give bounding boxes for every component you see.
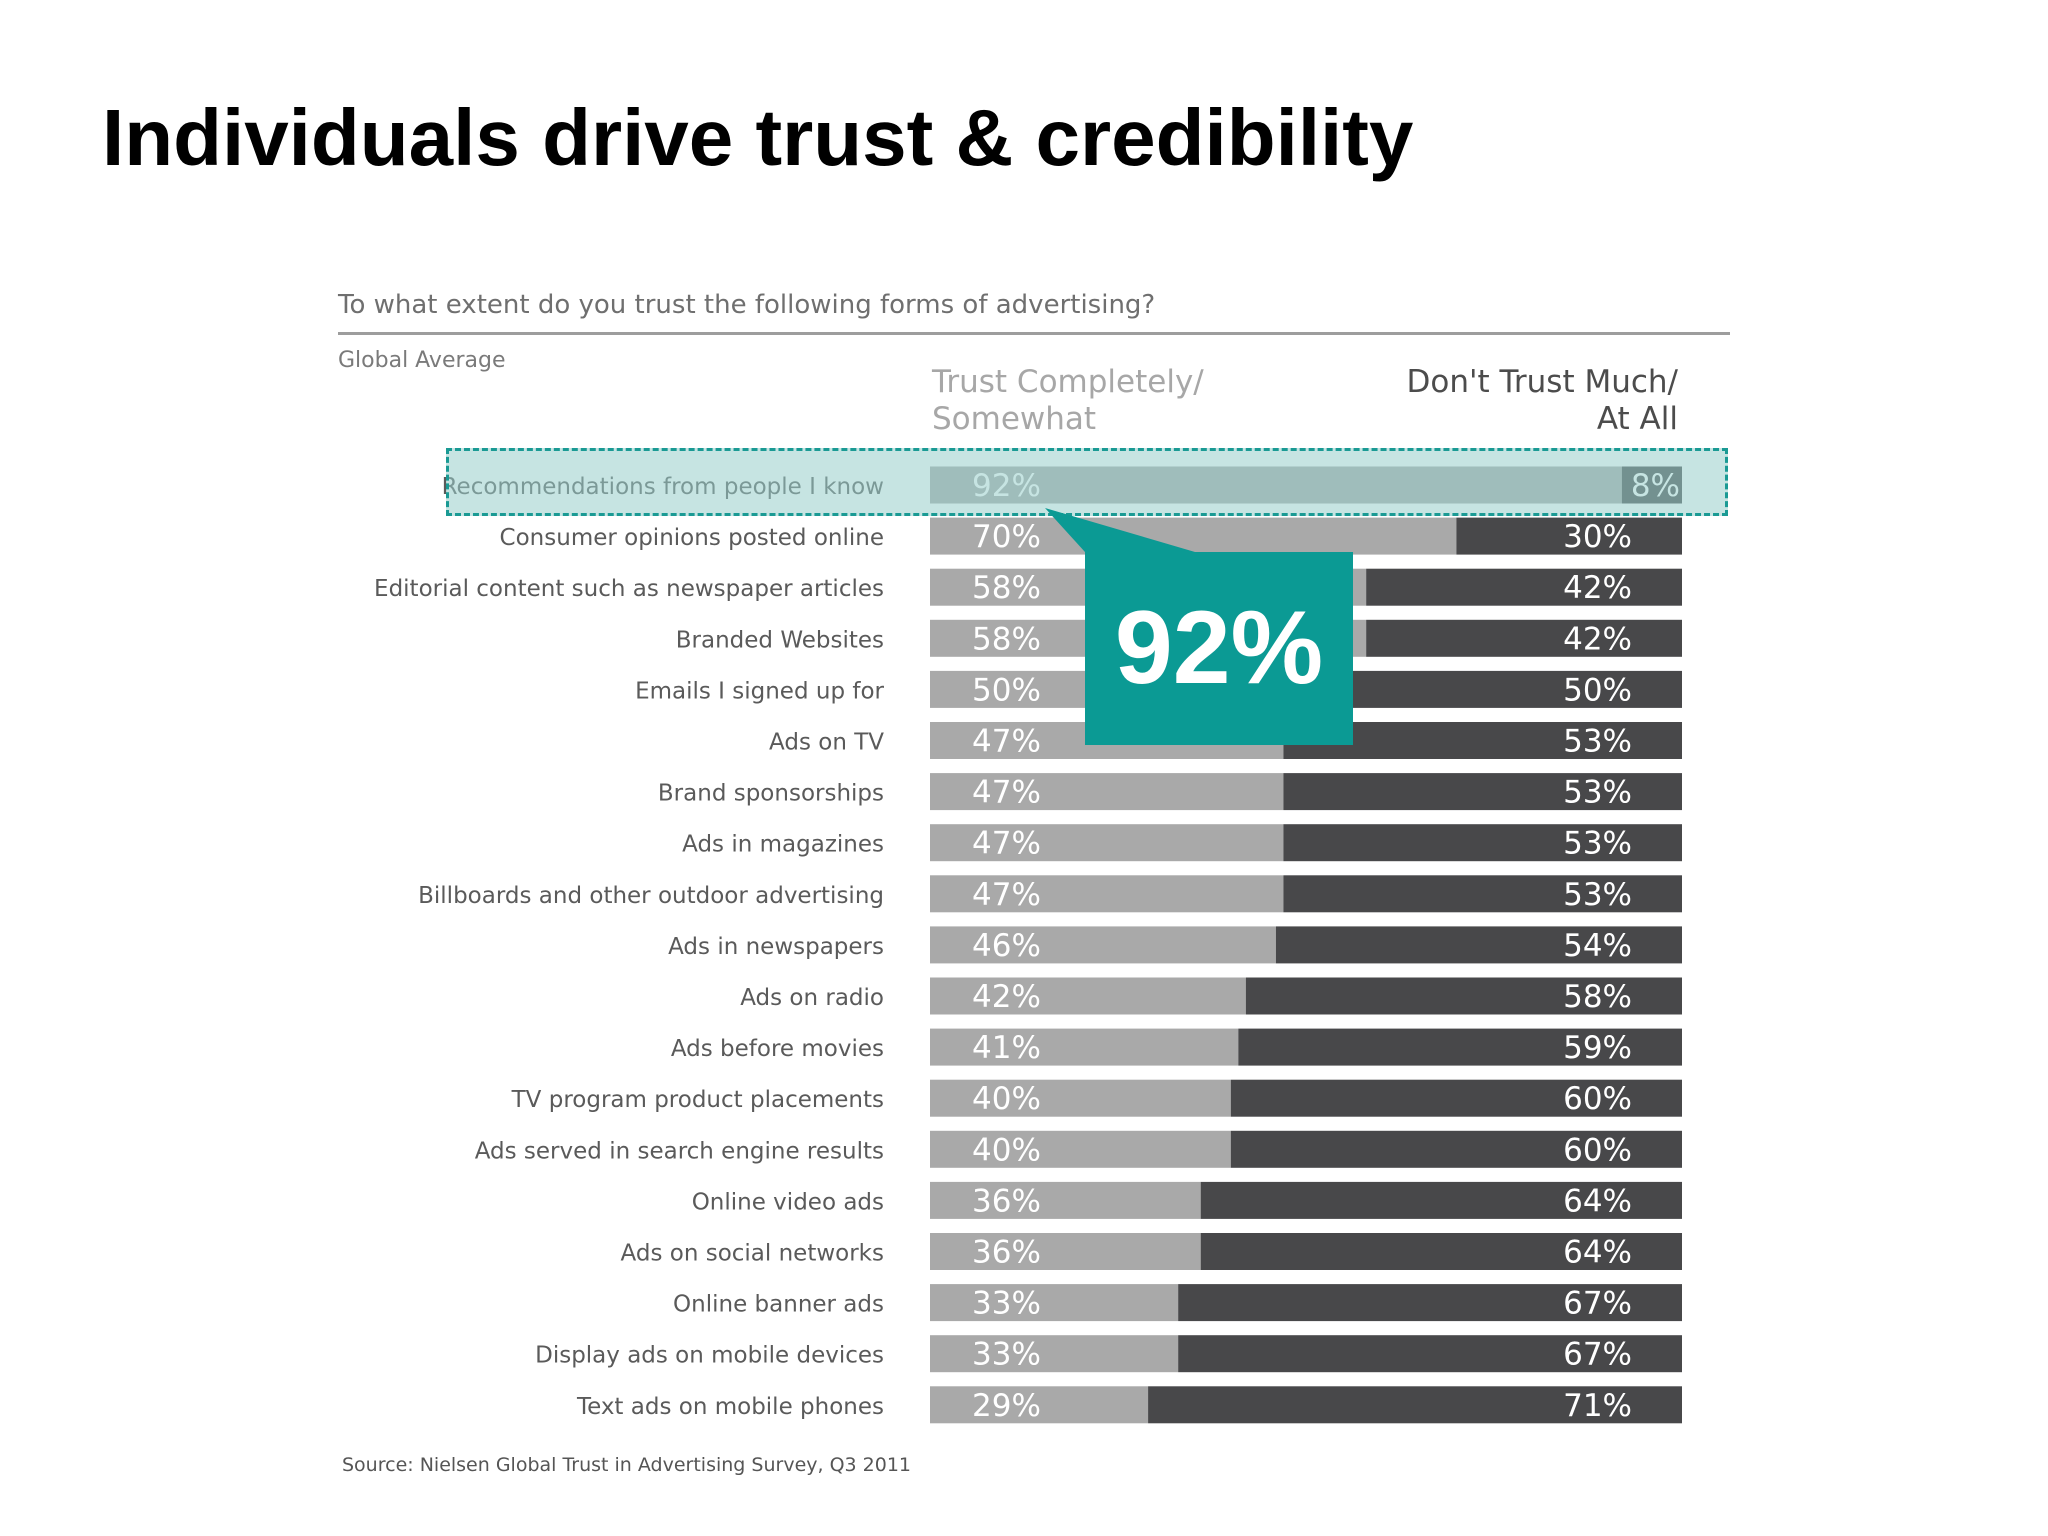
category-label: Emails I signed up for — [635, 678, 884, 704]
bar-distrust — [1283, 773, 1682, 811]
value-label-trust: 46% — [972, 928, 1041, 964]
value-label-distrust: 30% — [1563, 519, 1632, 555]
legend-trust: Trust Completely/ Somewhat — [932, 364, 1204, 438]
legend-distrust: Don't Trust Much/ At All — [1407, 364, 1678, 438]
source-note: Source: Nielsen Global Trust in Advertis… — [342, 1454, 912, 1476]
bar-distrust — [1200, 1181, 1682, 1219]
value-label-distrust: 60% — [1563, 1132, 1632, 1168]
bar-trust — [930, 1233, 1201, 1270]
value-label-trust: 40% — [972, 1081, 1041, 1117]
category-label: Branded Websites — [676, 627, 884, 653]
category-label: TV program product placements — [511, 1087, 884, 1113]
bar-trust — [930, 1028, 1239, 1066]
bar-distrust — [1275, 926, 1682, 964]
bar-trust — [930, 1386, 1149, 1424]
bar-trust — [930, 1130, 1231, 1168]
category-label: Text ads on mobile phones — [576, 1394, 884, 1420]
value-label-distrust: 60% — [1563, 1081, 1632, 1117]
bar-trust — [930, 1335, 1179, 1373]
value-label-trust: 36% — [972, 1235, 1041, 1271]
value-label-distrust: 50% — [1563, 672, 1632, 708]
value-label-distrust: 42% — [1563, 621, 1632, 657]
bar-trust — [930, 926, 1276, 964]
value-label-trust: 58% — [972, 621, 1041, 657]
value-label-trust: 50% — [972, 672, 1041, 708]
category-label: Ads in newspapers — [668, 934, 884, 960]
bar-distrust — [1283, 824, 1682, 862]
bar-distrust — [1200, 1233, 1682, 1270]
bar-trust — [930, 1284, 1179, 1322]
value-label-distrust: 58% — [1563, 979, 1632, 1015]
bar-distrust — [1178, 1284, 1682, 1322]
category-label: Online video ads — [692, 1189, 884, 1215]
value-label-trust: 36% — [972, 1183, 1041, 1219]
value-label-trust: 47% — [972, 775, 1041, 811]
value-label-trust: 47% — [972, 826, 1041, 862]
value-label-distrust: 67% — [1563, 1337, 1632, 1373]
slide-title: Individuals drive trust & credibility — [102, 93, 1414, 182]
bar-distrust — [1366, 619, 1682, 657]
category-label: Ads before movies — [671, 1036, 884, 1062]
bar-distrust — [1238, 1028, 1682, 1066]
value-label-trust: 40% — [972, 1132, 1041, 1168]
value-label-trust: 29% — [972, 1388, 1041, 1424]
chart-subtitle: Global Average — [338, 348, 506, 373]
legend-distrust-line2: At All — [1596, 401, 1678, 437]
value-label-distrust: 53% — [1563, 826, 1632, 862]
legend-trust-line1: Trust Completely/ — [932, 364, 1204, 400]
value-label-distrust: 71% — [1563, 1388, 1632, 1424]
bar-distrust — [1283, 875, 1682, 913]
bar-distrust — [1456, 517, 1682, 555]
value-label-distrust: 42% — [1563, 570, 1632, 606]
category-label: Ads in magazines — [682, 832, 884, 858]
bar-trust — [930, 875, 1284, 913]
bar-trust — [930, 1079, 1231, 1117]
value-label-trust: 70% — [972, 519, 1041, 555]
legend-distrust-line1: Don't Trust Much/ — [1406, 364, 1678, 400]
value-label-distrust: 64% — [1563, 1235, 1632, 1271]
highlight-box — [446, 448, 1728, 516]
category-label: Billboards and other outdoor advertising — [418, 883, 884, 909]
value-label-distrust: 53% — [1563, 775, 1632, 811]
category-label: Display ads on mobile devices — [535, 1343, 884, 1369]
value-label-trust: 41% — [972, 1030, 1041, 1066]
bar-distrust — [1148, 1386, 1682, 1424]
chart-title: To what extent do you trust the followin… — [338, 290, 1156, 320]
bar-distrust — [1366, 568, 1682, 606]
bar-trust — [930, 977, 1246, 1015]
bar-distrust — [1245, 977, 1682, 1015]
value-label-trust: 47% — [972, 877, 1041, 913]
category-label: Brand sponsorships — [658, 781, 884, 807]
category-label: Ads on TV — [769, 730, 884, 756]
value-label-distrust: 54% — [1563, 928, 1632, 964]
value-label-distrust: 64% — [1563, 1183, 1632, 1219]
bar-trust — [930, 1181, 1201, 1219]
value-label-distrust: 53% — [1563, 877, 1632, 913]
value-label-distrust: 59% — [1563, 1030, 1632, 1066]
bar-distrust — [1230, 1079, 1682, 1117]
bar-distrust — [1178, 1335, 1682, 1373]
bar-trust — [930, 824, 1284, 862]
category-label: Ads on radio — [740, 985, 884, 1011]
bar-distrust — [1306, 670, 1682, 708]
category-label: Online banner ads — [673, 1292, 884, 1318]
value-label-distrust: 67% — [1563, 1286, 1632, 1322]
value-label-trust: 33% — [972, 1337, 1041, 1373]
value-label-trust: 47% — [972, 724, 1041, 760]
bar-distrust — [1230, 1130, 1682, 1168]
value-label-trust: 58% — [972, 570, 1041, 606]
category-label: Ads served in search engine results — [475, 1138, 884, 1164]
category-label: Ads on social networks — [621, 1241, 884, 1267]
category-label: Editorial content such as newspaper arti… — [374, 576, 884, 602]
value-label-trust: 33% — [972, 1286, 1041, 1322]
legend-trust-line2: Somewhat — [932, 401, 1097, 437]
value-label-trust: 42% — [972, 979, 1041, 1015]
value-label-distrust: 53% — [1563, 724, 1632, 760]
callout-value: 92% — [1085, 552, 1353, 745]
bar-trust — [930, 773, 1284, 811]
category-label: Consumer opinions posted online — [500, 525, 884, 551]
title-divider — [338, 332, 1730, 335]
